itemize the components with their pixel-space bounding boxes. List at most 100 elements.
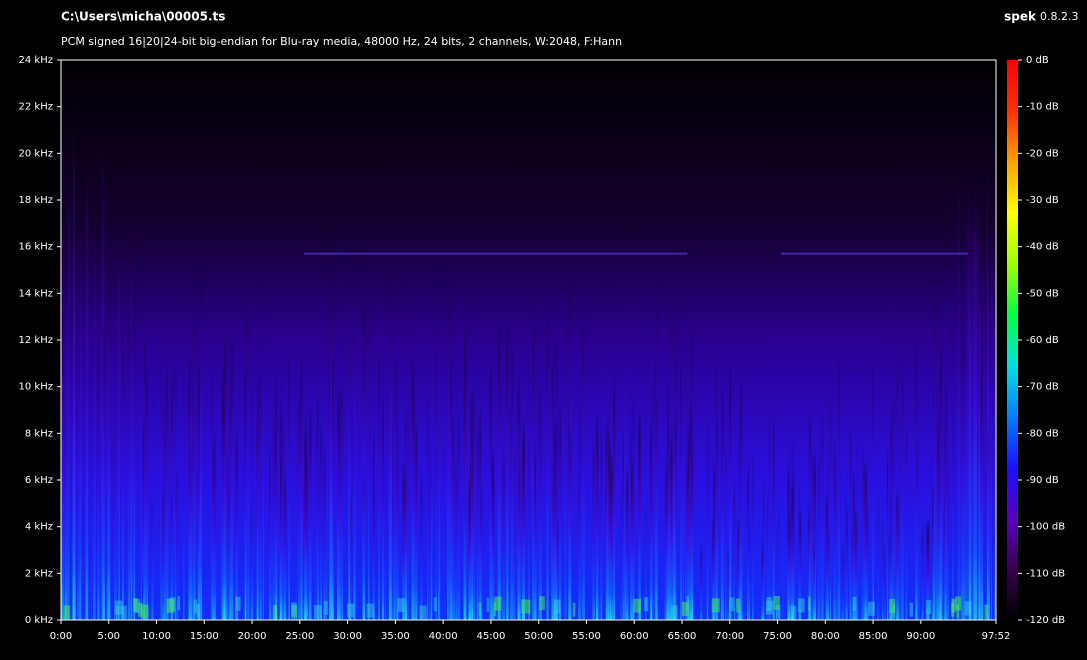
spectrogram-streak	[211, 361, 213, 620]
low-frequency-energy	[193, 599, 197, 614]
spectrogram-streak	[348, 231, 350, 620]
spectrogram-streak	[396, 439, 400, 620]
spectrogram-streak	[896, 485, 898, 620]
spectrogram-streak	[431, 281, 433, 620]
spectrogram-streak	[470, 388, 473, 620]
spectrogram-streak	[491, 441, 494, 620]
spectrogram-streak	[113, 415, 115, 620]
spectrogram-streak	[650, 375, 654, 620]
spectrogram-streak	[274, 423, 276, 620]
spectrogram-streak	[737, 516, 740, 620]
spectrogram-streak	[600, 423, 603, 620]
spectrogram-streak	[392, 416, 394, 620]
low-frequency-energy	[177, 596, 181, 611]
low-frequency-energy	[196, 603, 200, 618]
spectrogram-streak	[905, 412, 908, 620]
low-frequency-energy	[539, 596, 545, 611]
spectrogram-streak	[654, 365, 657, 620]
spectrogram-streak	[229, 374, 231, 620]
spectrogram-streak	[331, 358, 334, 620]
spectrogram-streak	[776, 526, 778, 620]
spectrogram-streak	[872, 354, 874, 620]
spectrogram-streak	[368, 286, 369, 620]
color-bar-label: -50 dB	[1026, 288, 1059, 299]
spectrogram-streak	[762, 541, 764, 620]
spectrogram-streak	[610, 450, 614, 620]
spectrogram-streak	[514, 440, 516, 620]
spectrogram-streak	[73, 174, 76, 620]
spectrogram-streak	[689, 401, 692, 620]
low-frequency-energy	[133, 598, 138, 613]
spectrogram-streak	[107, 255, 111, 620]
spectrogram-streak	[852, 469, 856, 620]
spectrogram-streak	[991, 192, 992, 621]
spectrogram-streak	[152, 366, 154, 620]
spectrogram-streak	[725, 437, 727, 620]
spectrogram-streak	[510, 392, 512, 620]
spectrogram-streak	[372, 476, 375, 620]
spectrogram-streak	[861, 445, 865, 620]
spectrogram-streak	[160, 330, 163, 620]
spectrogram-streak	[329, 258, 333, 620]
spectrogram-streak	[142, 412, 145, 620]
x-tick-label: 65:00	[668, 631, 697, 642]
spectrogram-streak	[850, 519, 854, 620]
spectrogram-streak	[226, 450, 229, 620]
low-frequency-energy	[644, 597, 649, 612]
spectrogram-streak	[682, 282, 684, 620]
spectrogram-streak	[957, 116, 960, 621]
spectrogram-streak	[968, 80, 970, 621]
spectrogram-streak	[778, 502, 780, 620]
spectrogram-streak	[568, 389, 570, 620]
spectrogram-streak	[165, 359, 167, 620]
spectrogram-streak	[668, 295, 671, 620]
spectrogram-streak	[947, 448, 949, 620]
spectrogram-streak	[857, 432, 859, 620]
spectrogram-streak	[256, 410, 258, 620]
spectrogram-streak	[532, 316, 534, 620]
spectrogram-streak	[212, 435, 216, 620]
spectrogram-streak	[175, 463, 179, 620]
spectrogram-streak	[528, 350, 530, 620]
color-bar-label: -30 dB	[1026, 195, 1059, 206]
spectrogram-streak	[535, 287, 537, 620]
spectrogram-streak	[901, 359, 904, 620]
spectrogram-streak	[523, 425, 526, 620]
spectrogram-streak	[622, 426, 625, 620]
spectrogram-streak	[811, 441, 814, 620]
spectrogram-streak	[854, 508, 858, 620]
spectrogram-streak	[839, 441, 841, 620]
spectrogram-streak	[316, 390, 319, 620]
spectrogram-streak	[269, 443, 271, 620]
spectrogram-streak	[420, 468, 423, 620]
spectrogram-streak	[280, 452, 283, 620]
app-version: 0.8.2.3	[1040, 10, 1078, 23]
spectrogram-streak	[835, 456, 837, 620]
spectrogram-streak	[684, 327, 687, 620]
spectrogram-streak	[340, 378, 344, 620]
spectrogram-streak	[534, 441, 537, 620]
spectrogram-streak	[667, 377, 670, 620]
spectrogram-streak	[235, 423, 239, 620]
spectrogram-streak	[393, 336, 397, 620]
spectrogram-streak	[171, 487, 173, 620]
spectrogram-streak	[326, 290, 328, 620]
spectrogram-streak	[730, 350, 732, 620]
y-tick-label: 12 kHz	[19, 335, 53, 346]
y-tick-label: 0 kHz	[25, 615, 53, 626]
low-frequency-energy	[323, 600, 328, 615]
spectrogram-streak	[656, 395, 658, 620]
spectrogram-streak	[849, 422, 852, 620]
spectrogram-streak	[468, 263, 471, 620]
low-frequency-energy	[366, 603, 374, 618]
low-frequency-energy	[955, 596, 962, 611]
low-frequency-energy	[419, 605, 427, 620]
spectrogram-streak	[747, 454, 750, 620]
spectrogram-streak	[664, 454, 666, 620]
spectrogram-streak	[892, 386, 896, 620]
spectrogram-streak	[438, 247, 441, 620]
spectrogram-streak	[502, 447, 506, 620]
app-name: spek	[1004, 10, 1037, 24]
spectrogram-streak	[404, 467, 407, 620]
spectrogram-streak	[199, 258, 203, 620]
